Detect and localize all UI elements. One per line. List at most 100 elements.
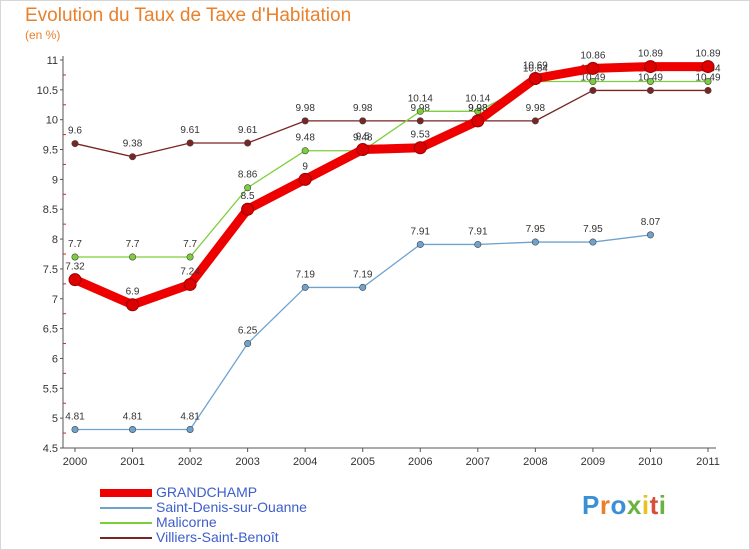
x-tick-label: 2010 bbox=[638, 456, 662, 468]
data-label-saint-denis-sur-ouanne: 7.91 bbox=[468, 226, 488, 237]
data-point-saint-denis-sur-ouanne bbox=[71, 425, 79, 433]
x-tick-label: 2004 bbox=[293, 456, 317, 468]
x-tick-label: 2009 bbox=[581, 456, 605, 468]
data-label-villiers-saint-beno-t: 9.61 bbox=[238, 125, 258, 136]
data-label-grandchamp: 10.89 bbox=[638, 49, 663, 60]
legend-label: Villiers-Saint-Benoît bbox=[156, 529, 279, 545]
y-tick-label: 5.5 bbox=[43, 383, 58, 395]
x-tick-label: 2001 bbox=[120, 456, 144, 468]
data-point-grandchamp bbox=[298, 172, 312, 186]
y-tick-label: 9.5 bbox=[43, 145, 58, 157]
data-point-grandchamp bbox=[241, 202, 255, 216]
x-tick-label: 2005 bbox=[350, 456, 374, 468]
data-point-grandchamp bbox=[68, 273, 82, 287]
data-label-villiers-saint-beno-t: 10.49 bbox=[695, 72, 720, 83]
logo-letter: i bbox=[658, 490, 667, 520]
x-tick-label: 2011 bbox=[696, 456, 720, 468]
legend-label: Saint-Denis-sur-Ouanne bbox=[156, 499, 307, 515]
legend-swatch bbox=[100, 522, 152, 524]
x-tick-label: 2003 bbox=[235, 456, 259, 468]
data-label-malicorne: 10.14 bbox=[408, 93, 433, 104]
y-tick-label: 4.5 bbox=[43, 443, 58, 455]
series-line-malicorne bbox=[75, 80, 708, 258]
data-label-malicorne: 9.48 bbox=[353, 133, 373, 144]
data-label-villiers-saint-beno-t: 10.49 bbox=[580, 72, 605, 83]
data-label-saint-denis-sur-ouanne: 4.81 bbox=[180, 411, 200, 422]
proxiti-logo: Proxiti bbox=[582, 490, 666, 521]
data-point-malicorne bbox=[704, 77, 712, 85]
data-label-saint-denis-sur-ouanne: 8.07 bbox=[641, 217, 661, 228]
data-label-grandchamp: 9.53 bbox=[411, 130, 431, 141]
data-point-saint-denis-sur-ouanne bbox=[244, 340, 252, 348]
data-label-grandchamp: 6.9 bbox=[126, 287, 140, 298]
data-label-saint-denis-sur-ouanne: 7.95 bbox=[526, 224, 546, 235]
data-point-malicorne bbox=[244, 184, 252, 192]
data-point-grandchamp bbox=[528, 72, 542, 86]
legend-item: Malicorne bbox=[100, 515, 400, 530]
data-point-saint-denis-sur-ouanne bbox=[416, 240, 424, 248]
y-tick-label: 10 bbox=[46, 115, 58, 127]
data-point-grandchamp bbox=[183, 277, 197, 291]
data-point-villiers-saint-beno-t bbox=[186, 139, 194, 147]
data-point-saint-denis-sur-ouanne bbox=[646, 231, 654, 239]
data-point-saint-denis-sur-ouanne bbox=[359, 283, 367, 291]
legend-swatch bbox=[100, 537, 152, 539]
logo-letter: P bbox=[582, 490, 600, 520]
data-point-grandchamp bbox=[126, 298, 140, 312]
x-tick-label: 2000 bbox=[63, 456, 87, 468]
data-label-malicorne: 7.7 bbox=[126, 239, 140, 250]
legend-label: GRANDCHAMP bbox=[156, 484, 258, 500]
data-label-malicorne: 9.48 bbox=[295, 133, 315, 144]
data-label-grandchamp: 10.89 bbox=[695, 49, 720, 60]
data-label-grandchamp: 9.98 bbox=[468, 103, 488, 114]
data-label-grandchamp: 8.5 bbox=[241, 191, 255, 202]
y-tick-label: 10.5 bbox=[37, 85, 58, 97]
chart-subtitle: (en %) bbox=[25, 28, 61, 42]
data-point-saint-denis-sur-ouanne bbox=[186, 425, 194, 433]
data-label-grandchamp: 7.24 bbox=[180, 266, 200, 277]
data-point-malicorne bbox=[646, 77, 654, 85]
data-point-grandchamp bbox=[701, 60, 715, 74]
data-point-villiers-saint-beno-t bbox=[646, 86, 654, 94]
data-label-saint-denis-sur-ouanne: 6.25 bbox=[238, 326, 258, 337]
data-point-villiers-saint-beno-t bbox=[416, 117, 424, 125]
data-point-grandchamp bbox=[356, 143, 370, 157]
data-label-saint-denis-sur-ouanne: 4.81 bbox=[123, 411, 143, 422]
legend-label: Malicorne bbox=[156, 514, 217, 530]
data-point-villiers-saint-beno-t bbox=[589, 86, 597, 94]
series-line-villiers-saint-beno-t bbox=[74, 89, 708, 158]
data-point-grandchamp bbox=[471, 114, 485, 128]
data-label-saint-denis-sur-ouanne: 7.19 bbox=[295, 269, 315, 280]
y-tick-label: 8.5 bbox=[43, 204, 58, 216]
data-label-grandchamp: 9 bbox=[302, 161, 308, 172]
data-label-saint-denis-sur-ouanne: 7.91 bbox=[411, 226, 431, 237]
data-label-grandchamp: 7.32 bbox=[65, 262, 85, 273]
logo-letter: t bbox=[649, 490, 659, 520]
legend-item: Villiers-Saint-Benoît bbox=[100, 530, 400, 545]
data-point-villiers-saint-beno-t bbox=[71, 140, 79, 148]
data-point-villiers-saint-beno-t bbox=[359, 117, 367, 125]
data-point-malicorne bbox=[129, 253, 137, 261]
data-label-villiers-saint-beno-t: 10.49 bbox=[638, 72, 663, 83]
x-tick-label: 2008 bbox=[523, 456, 547, 468]
data-label-saint-denis-sur-ouanne: 4.81 bbox=[65, 411, 85, 422]
y-tick-label: 6 bbox=[52, 353, 58, 365]
legend-item: Saint-Denis-sur-Ouanne bbox=[100, 500, 400, 515]
y-tick-label: 7.5 bbox=[43, 264, 58, 276]
logo-letter: r bbox=[599, 490, 611, 520]
legend-item: GRANDCHAMP bbox=[100, 485, 400, 500]
data-label-villiers-saint-beno-t: 9.98 bbox=[295, 103, 315, 114]
data-label-malicorne: 7.7 bbox=[68, 239, 82, 250]
data-point-saint-denis-sur-ouanne bbox=[129, 425, 137, 433]
data-point-malicorne bbox=[416, 107, 424, 115]
y-tick-label: 8 bbox=[52, 234, 58, 246]
data-point-grandchamp bbox=[643, 60, 657, 74]
y-tick-label: 6.5 bbox=[43, 324, 58, 336]
data-point-malicorne bbox=[589, 77, 597, 85]
data-point-grandchamp bbox=[413, 141, 427, 155]
data-point-saint-denis-sur-ouanne bbox=[589, 238, 597, 246]
logo-letter: x bbox=[626, 490, 642, 520]
logo-letter: i bbox=[641, 490, 650, 520]
